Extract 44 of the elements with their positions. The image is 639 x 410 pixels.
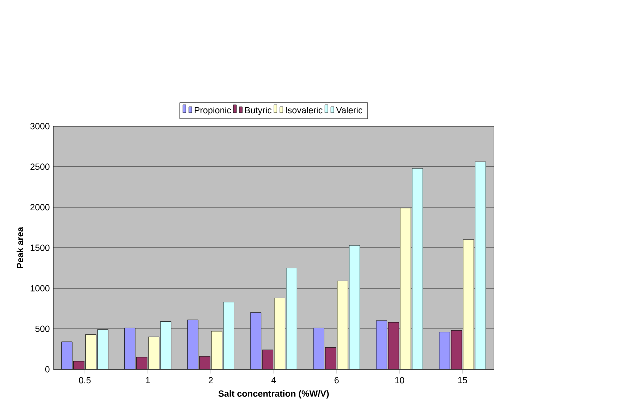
bar xyxy=(211,331,222,370)
y-tick-label: 500 xyxy=(36,326,50,332)
y-tick-label: 0 xyxy=(45,366,50,372)
bar xyxy=(223,302,234,370)
x-tick-label: 10 xyxy=(396,377,404,384)
bar xyxy=(286,268,298,370)
bar xyxy=(97,329,109,370)
bar xyxy=(325,347,336,370)
legend-label: Isovaleric xyxy=(286,106,323,114)
legend-label: Propionic xyxy=(194,106,232,116)
legend-label: Butyric xyxy=(245,106,272,116)
bar xyxy=(475,162,486,370)
y-axis-title: Peak area xyxy=(16,226,24,268)
bar xyxy=(349,245,360,370)
x-tick-label: 4 xyxy=(272,377,276,384)
bar xyxy=(313,328,324,370)
bar xyxy=(187,320,199,370)
x-tick-label: 1 xyxy=(146,377,150,384)
bar xyxy=(451,330,462,370)
x-axis-title: Salt concentration (%W/V) xyxy=(218,390,329,399)
bar xyxy=(400,208,412,370)
y-tick-label: 2500 xyxy=(30,164,50,170)
bar xyxy=(388,322,400,370)
bar xyxy=(412,168,424,370)
bar xyxy=(160,321,172,370)
y-tick-label: 3000 xyxy=(30,123,50,130)
x-tick-label: 15 xyxy=(458,377,468,384)
y-tick-label: 2000 xyxy=(30,204,50,210)
bar xyxy=(376,320,388,370)
bar xyxy=(86,334,97,370)
bar xyxy=(250,312,262,370)
legend-label: Valeric xyxy=(336,106,363,114)
bar xyxy=(148,336,160,370)
bar xyxy=(62,342,73,370)
bar xyxy=(274,298,286,370)
y-tick-label: 1000 xyxy=(30,285,50,292)
bar xyxy=(124,328,136,370)
x-tick-label: 0.5 xyxy=(79,377,91,384)
bar xyxy=(439,332,450,370)
y-tick-label: 1500 xyxy=(30,244,50,251)
bar xyxy=(337,280,348,370)
x-tick-label: 6 xyxy=(334,377,339,384)
bar xyxy=(463,239,474,370)
x-tick-label: 2 xyxy=(208,377,213,384)
